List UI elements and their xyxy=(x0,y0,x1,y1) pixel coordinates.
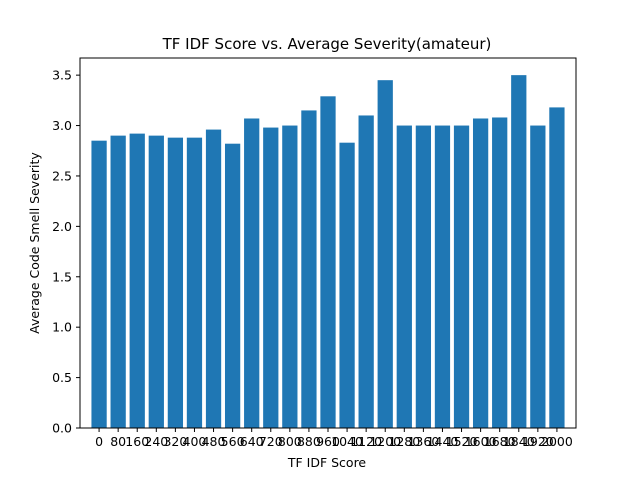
bar-800 xyxy=(282,125,298,429)
bar-640 xyxy=(244,118,260,428)
y-tick-label: 2.5 xyxy=(52,168,72,183)
bar-0 xyxy=(91,140,107,429)
bar-1520 xyxy=(453,125,470,429)
y-axis-ticks: 0.0 0.5 1.0 1.5 2.0 2.5 3.0 3.5 xyxy=(52,68,80,436)
x-tick-label: 1280 xyxy=(388,434,420,449)
x-tick-label: 240 xyxy=(144,434,168,449)
x-tick-label: 1040 xyxy=(331,434,363,449)
x-tick-label: 880 xyxy=(297,434,321,449)
bar-80 xyxy=(110,135,126,428)
y-tick-label: 1.0 xyxy=(52,320,72,335)
bar-160 xyxy=(129,133,145,428)
bar-560 xyxy=(224,143,241,428)
bar-480 xyxy=(205,129,222,428)
bar-1840 xyxy=(511,75,527,428)
x-tick-label: 1520 xyxy=(446,434,478,449)
x-tick-label: 0 xyxy=(95,434,103,449)
bars-group xyxy=(91,75,565,429)
x-tick-label: 960 xyxy=(316,434,340,449)
bar-1600 xyxy=(472,118,489,428)
bar-960 xyxy=(320,96,336,429)
plot-frame xyxy=(79,57,577,429)
x-tick-label: 1120 xyxy=(350,434,382,449)
x-tick-label: 1920 xyxy=(522,434,554,449)
bar-1440 xyxy=(434,125,451,429)
x-tick-label: 160 xyxy=(125,434,149,449)
x-tick-label: 480 xyxy=(202,434,226,449)
x-tick-label: 1440 xyxy=(427,434,459,449)
bar-1280 xyxy=(396,125,412,429)
bar-1200 xyxy=(377,80,393,428)
x-axis-label: TF IDF Score xyxy=(287,455,367,470)
x-tick-label: 2000 xyxy=(541,434,573,449)
x-tick-label: 560 xyxy=(221,434,245,449)
chart-title: TF IDF Score vs. Average Severity(amateu… xyxy=(162,35,492,53)
x-tick-label: 1680 xyxy=(484,434,516,449)
x-axis-ticks: 0 80 1602403204004805606407208008809601040… xyxy=(95,428,573,449)
x-tick-label: 1600 xyxy=(465,434,497,449)
y-tick-label: 1.5 xyxy=(52,269,72,284)
x-tick-label: 320 xyxy=(163,434,187,449)
x-tick-label: 720 xyxy=(259,434,283,449)
x-tick-label: 80 xyxy=(110,434,126,449)
y-tick-label: 3.0 xyxy=(52,118,72,133)
bar-880 xyxy=(301,110,317,428)
x-tick-label: 640 xyxy=(240,434,264,449)
x-tick-label: 1840 xyxy=(503,434,535,449)
y-tick-label: 0.0 xyxy=(52,421,72,436)
bar-320 xyxy=(167,137,184,428)
bar-1120 xyxy=(358,115,374,428)
y-tick-label: 2.0 xyxy=(52,219,72,234)
bar-2000 xyxy=(549,107,565,428)
x-tick-label: 400 xyxy=(183,434,207,449)
y-tick-label: 3.5 xyxy=(52,68,72,83)
bar-1360 xyxy=(415,125,432,429)
bar-720 xyxy=(263,127,279,429)
y-axis-label: Average Code Smell Severity xyxy=(27,152,42,334)
x-tick-label: 1360 xyxy=(407,434,439,449)
bar-1680 xyxy=(492,117,508,428)
x-tick-label: 1200 xyxy=(369,434,401,449)
bar-1920 xyxy=(530,125,546,429)
x-tick-label: 800 xyxy=(278,434,302,449)
bar-1040 xyxy=(339,142,355,428)
y-tick-label: 0.5 xyxy=(52,370,72,385)
bar-400 xyxy=(186,137,203,428)
bar-240 xyxy=(148,135,164,428)
